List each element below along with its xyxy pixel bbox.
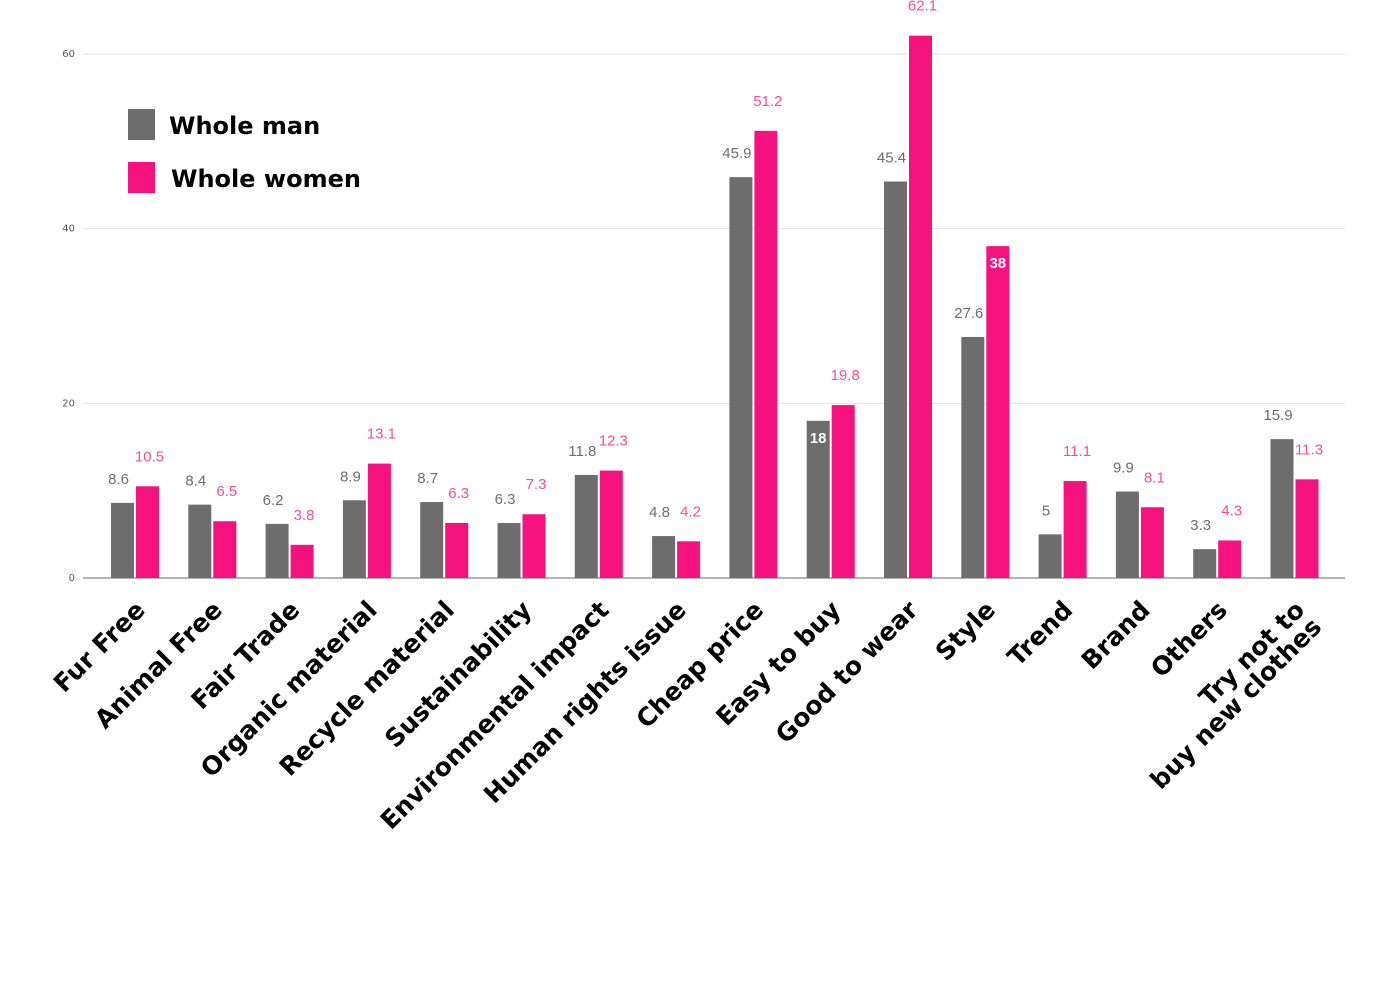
bar-man	[574, 474, 598, 578]
bar-women	[1295, 479, 1319, 578]
bar-man	[1193, 549, 1217, 578]
bar-man	[652, 536, 676, 578]
category-label: Try not tobuy new clothes	[1128, 595, 1328, 795]
category-label-text: Sustainability	[379, 595, 537, 753]
value-label-man: 15.9	[1263, 407, 1292, 424]
value-label-women: 10.5	[135, 448, 164, 465]
value-label-man: 6.3	[495, 491, 516, 508]
value-label-man: 45.4	[877, 150, 906, 167]
value-label-man: 6.2	[263, 492, 284, 509]
y-tick-label: 20	[62, 398, 75, 409]
value-label-man: 5	[1042, 502, 1050, 519]
bar-women	[213, 521, 237, 578]
bar-women	[909, 35, 932, 579]
bar-man	[111, 502, 134, 578]
bar-man	[1115, 491, 1139, 578]
value-label-man: 3.3	[1190, 517, 1211, 534]
value-label-women: 11.1	[1063, 443, 1091, 460]
value-label-women: 13.1	[367, 426, 396, 443]
category-label-line: Brand	[1076, 595, 1156, 675]
value-label-man: 8.4	[185, 473, 206, 490]
bar-man	[188, 504, 212, 578]
value-label-man: 27.6	[954, 305, 983, 322]
category-label-text: Trend	[1002, 595, 1079, 672]
category-label: Good to wear	[770, 595, 924, 749]
bar-women	[831, 405, 855, 578]
y-tick-label: 40	[62, 224, 75, 235]
bar-man	[265, 523, 289, 578]
bar-man	[806, 420, 830, 578]
legend-swatch-man	[128, 109, 155, 140]
category-label-text: Try not tobuy new clothes	[1128, 595, 1328, 795]
bar-women	[367, 463, 391, 578]
value-label-women: 51.2	[753, 93, 782, 110]
value-label-women: 6.3	[448, 485, 469, 502]
bar-women	[1140, 507, 1164, 578]
bar-man	[961, 336, 985, 578]
value-label-man: 45.9	[722, 145, 751, 162]
bar-man	[1038, 534, 1062, 578]
bar-women	[1063, 481, 1087, 578]
value-label-women: 38	[989, 255, 1006, 272]
bar-women	[1218, 540, 1242, 578]
bar-women	[136, 486, 159, 578]
legend-swatch-women	[128, 162, 155, 193]
category-label: Brand	[1076, 595, 1156, 675]
y-tick-label: 60	[62, 49, 75, 60]
category-label-line: Sustainability	[379, 595, 537, 753]
value-label-man: 18	[810, 430, 827, 447]
bar-women	[522, 514, 546, 578]
category-label-line: Trend	[1002, 595, 1079, 672]
value-label-women: 7.3	[526, 476, 547, 493]
legend-label-man: Whole man	[169, 112, 320, 140]
category-label: Style	[930, 595, 1001, 666]
value-label-man: 8.7	[417, 470, 438, 487]
category-label: Trend	[1002, 595, 1079, 672]
value-label-man: 4.8	[649, 504, 670, 521]
y-tick-label: 0	[69, 573, 75, 584]
value-label-man: 8.6	[108, 471, 129, 488]
value-label-women: 8.1	[1144, 469, 1165, 486]
category-label-text: Brand	[1076, 595, 1156, 675]
category-label-text: Good to wear	[770, 595, 924, 749]
bar-women	[599, 470, 623, 578]
value-labels: 8.6 10.5 8.4 6.5 6.2 3.8 8.9 13.1 8.7 6.3 6.3 7.3 11…	[108, 0, 1323, 534]
value-label-man: 8.9	[340, 468, 361, 485]
bar-women	[290, 544, 314, 578]
value-label-women: 11.3	[1295, 441, 1323, 458]
category-label-line: Good to wear	[770, 595, 924, 749]
bar-women	[445, 522, 469, 578]
bars	[111, 35, 1319, 579]
bar-man	[884, 181, 907, 579]
bar-women	[754, 130, 778, 578]
value-label-women: 19.8	[831, 367, 860, 384]
category-label-text: Style	[930, 595, 1001, 666]
bar-man	[420, 502, 444, 578]
bar-women	[677, 541, 701, 578]
legend: Whole man Whole women	[128, 109, 361, 193]
bar-man	[1270, 439, 1294, 578]
value-label-women: 4.2	[680, 503, 701, 520]
value-label-women: 12.3	[599, 433, 628, 450]
value-label-women: 3.8	[294, 507, 315, 524]
value-label-women: 6.5	[216, 483, 237, 500]
category-label-line: Style	[930, 595, 1001, 666]
legend-label-women: Whole women	[171, 165, 361, 193]
bar-women	[986, 246, 1010, 578]
bar-man	[729, 177, 753, 578]
value-label-man: 11.8	[568, 443, 596, 460]
bar-man	[342, 500, 366, 578]
category-label: Sustainability	[379, 595, 537, 753]
bar-man	[497, 522, 521, 578]
value-label-man: 9.9	[1113, 460, 1134, 477]
value-label-women: 4.3	[1221, 502, 1242, 519]
value-label-women: 62.1	[908, 0, 937, 15]
